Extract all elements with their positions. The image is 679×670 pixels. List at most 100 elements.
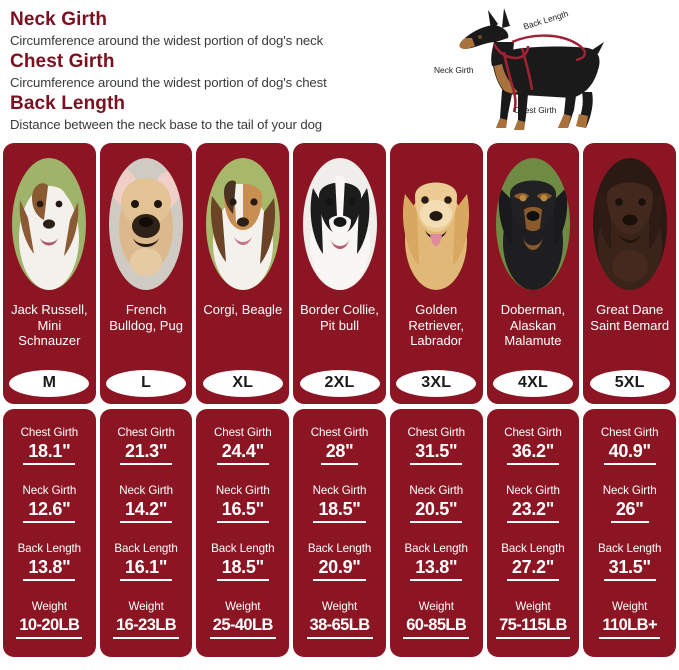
neck-girth-label: Neck Girth — [119, 483, 173, 497]
beagle-photo — [205, 157, 280, 290]
weight-row: Weight 75-115LB — [492, 591, 575, 649]
size-badge-wrap: 3XL — [394, 362, 479, 404]
weight-value: 38-65LB — [306, 615, 373, 640]
breed-card[interactable]: Corgi, Beagle XL — [196, 143, 290, 404]
breed-card[interactable]: French Bulldog, Pug L — [99, 143, 193, 404]
breed-names: Doberman, Alaskan Malamute — [500, 302, 566, 348]
french-bulldog-photo — [109, 157, 184, 290]
neck-girth-row: Neck Girth 20.5" — [395, 474, 478, 532]
status-badge[interactable]: 4XL — [492, 369, 573, 397]
measurements-card: Chest Girth 21.3" Neck Girth 14.2" Back … — [99, 409, 193, 657]
status-badge[interactable]: L — [106, 369, 187, 397]
back-length-value: 31.5" — [603, 557, 656, 582]
chest-girth-value: 21.3" — [120, 441, 173, 465]
size-column-2xl: Border Collie, Pit bull 2XL Chest Girth … — [293, 143, 386, 657]
size-badge-wrap: M — [7, 362, 92, 404]
chest-girth-value: 31.5" — [410, 441, 463, 465]
breed-card[interactable]: Jack Russell, Mini Schnauzer M — [3, 143, 96, 404]
photo-frame — [297, 151, 382, 296]
back-length-value: 18.5" — [216, 557, 269, 582]
breed-card[interactable]: Golden Retriever, Labrador 3XL — [389, 143, 483, 404]
breed-card[interactable]: Doberman, Alaskan Malamute 4XL — [486, 143, 580, 404]
back-length-label: Back Length — [211, 542, 275, 556]
chest-girth-row: Chest Girth 24.4" — [201, 416, 284, 474]
status-badge[interactable]: 3XL — [396, 369, 477, 397]
chest-girth-label: Chest Girth — [600, 425, 659, 439]
chest-girth-row: Chest Girth 36.2" — [492, 416, 575, 474]
chest-girth-value: 40.9" — [603, 441, 656, 465]
legend-desc-chest: Circumference around the widest portion … — [10, 75, 327, 90]
back-length-label: Back Length — [404, 542, 468, 556]
status-badge[interactable]: 5XL — [589, 369, 670, 397]
photo-frame — [491, 151, 576, 296]
photo-frame — [200, 151, 285, 296]
weight-label: Weight — [225, 600, 261, 614]
breed-card[interactable]: Border Collie, Pit bull 2XL — [293, 143, 386, 404]
weight-value: 16-23LB — [113, 615, 180, 640]
chest-girth-label: Chest Girth — [407, 425, 465, 439]
status-badge[interactable]: XL — [202, 369, 283, 397]
neck-girth-row: Neck Girth 18.5" — [298, 474, 381, 532]
measurements-card: Chest Girth 36.2" Neck Girth 23.2" Back … — [486, 409, 580, 657]
breed-names: Border Collie, Pit bull — [300, 302, 379, 333]
back-length-label: Back Length — [501, 542, 565, 556]
chest-girth-value: 18.1" — [23, 441, 76, 465]
back-length-row: Back Length 18.5" — [201, 533, 284, 591]
photo-frame — [587, 151, 672, 296]
weight-row: Weight 25-40LB — [201, 591, 284, 649]
size-column-xl: Corgi, Beagle XL Chest Girth 24.4" Neck … — [196, 143, 290, 657]
diagram-label-chest-girth: Chest Girth — [514, 105, 557, 115]
doberman-photo — [495, 157, 570, 290]
photo-frame — [104, 151, 189, 296]
neck-girth-label: Neck Girth — [409, 483, 464, 497]
measurements-card: Chest Girth 24.4" Neck Girth 16.5" Back … — [196, 409, 290, 657]
chest-girth-row: Chest Girth 18.1" — [8, 416, 91, 474]
neck-girth-value: 16.5" — [216, 499, 269, 523]
size-column-m: Jack Russell, Mini Schnauzer M Chest Gir… — [3, 143, 96, 657]
status-badge[interactable]: 2XL — [299, 369, 380, 397]
neck-girth-value: 12.6" — [23, 499, 76, 523]
weight-label: Weight — [515, 600, 551, 614]
neck-girth-row: Neck Girth 23.2" — [492, 474, 575, 532]
back-length-row: Back Length 27.2" — [492, 533, 575, 591]
neck-girth-label: Neck Girth — [602, 483, 657, 497]
back-length-label: Back Length — [597, 542, 662, 556]
weight-label: Weight — [128, 600, 164, 614]
neck-girth-value: 14.2" — [120, 499, 173, 523]
neck-girth-row: Neck Girth 16.5" — [201, 474, 284, 532]
status-badge[interactable]: M — [9, 369, 90, 397]
weight-row: Weight 16-23LB — [105, 591, 188, 649]
back-length-row: Back Length 20.9" — [298, 533, 381, 591]
chest-girth-label: Chest Girth — [504, 425, 562, 439]
neck-girth-label: Neck Girth — [312, 483, 367, 497]
back-length-value: 16.1" — [120, 557, 173, 582]
back-length-label: Back Length — [307, 542, 372, 556]
legend-desc-back: Distance between the neck base to the ta… — [10, 117, 323, 132]
measurements-card: Chest Girth 31.5" Neck Girth 20.5" Back … — [389, 409, 483, 657]
neck-girth-row: Neck Girth 12.6" — [8, 474, 91, 532]
size-badge-wrap: 5XL — [587, 362, 672, 404]
neck-girth-value: 18.5" — [313, 499, 366, 523]
breed-names: French Bulldog, Pug — [109, 302, 183, 333]
chest-girth-label: Chest Girth — [117, 425, 175, 439]
chest-girth-label: Chest Girth — [20, 425, 79, 439]
size-badge-wrap: 2XL — [297, 362, 382, 404]
neck-girth-row: Neck Girth 14.2" — [105, 474, 188, 532]
back-length-row: Back Length 16.1" — [105, 533, 188, 591]
legend-title-neck: Neck Girth — [10, 9, 108, 30]
back-length-row: Back Length 31.5" — [588, 533, 671, 591]
breed-names: Corgi, Beagle — [203, 302, 283, 317]
chest-girth-value: 36.2" — [506, 441, 559, 465]
weight-value: 75-115LB — [496, 615, 570, 640]
neck-girth-value: 23.2" — [506, 499, 559, 523]
size-badge-wrap: XL — [200, 362, 285, 404]
weight-label: Weight — [321, 600, 358, 614]
chest-girth-value: 24.4" — [216, 441, 269, 465]
chest-girth-label: Chest Girth — [310, 425, 369, 439]
size-badge-wrap: L — [104, 362, 189, 404]
chest-girth-row: Chest Girth 40.9" — [588, 416, 671, 474]
size-column-5xl: Great Dane Saint Bemard 5XL Chest Girth … — [583, 143, 677, 657]
breed-card[interactable]: Great Dane Saint Bemard 5XL — [583, 143, 677, 404]
dog-measurement-diagram: Neck Girth Chest Girth Back Length — [432, 2, 679, 136]
